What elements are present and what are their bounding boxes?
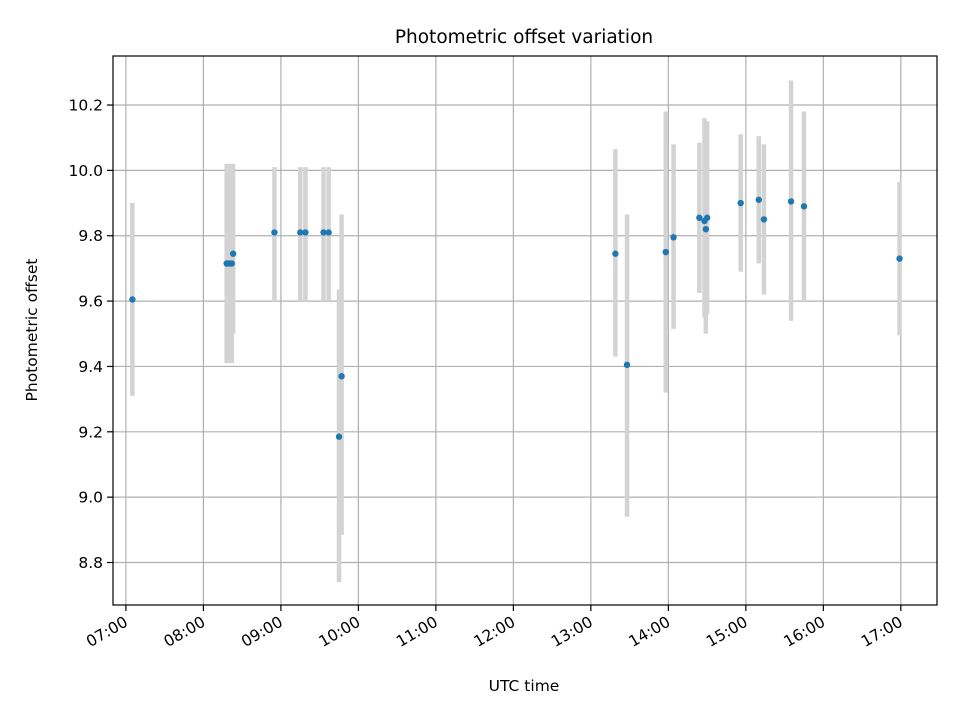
data-point: [325, 229, 332, 236]
data-points: [129, 196, 903, 440]
data-point: [703, 214, 711, 221]
data-point: [271, 229, 278, 236]
data-point: [787, 198, 795, 205]
y-tick-label: 9.2: [78, 423, 103, 441]
data-point: [229, 250, 237, 257]
y-tick-label: 10.2: [68, 97, 103, 115]
data-point: [129, 296, 136, 303]
data-point: [896, 255, 903, 262]
x-axis-label: UTC time: [489, 677, 560, 695]
y-tick-label: 9.8: [78, 227, 103, 245]
plot-frame: [112, 55, 938, 606]
y-tick-label: 10.0: [68, 162, 103, 180]
y-tick-label: 8.8: [78, 554, 103, 572]
data-point: [755, 196, 762, 203]
data-point: [623, 361, 631, 369]
data-point: [335, 433, 343, 440]
data-point: [338, 373, 345, 380]
y-tick-label: 9.0: [78, 489, 103, 507]
plot-area: [113, 56, 937, 605]
data-point: [228, 260, 236, 267]
data-point: [662, 248, 669, 256]
data-point: [302, 229, 309, 236]
data-point: [670, 234, 677, 241]
data-point: [737, 199, 744, 207]
y-axis-ticks: 8.8 9.0 9.2 9.4 9.6 9.8 10.0 10.2: [68, 97, 113, 572]
data-point: [760, 216, 768, 223]
y-tick-label: 9.4: [78, 358, 103, 376]
y-tick-label: 9.6: [78, 293, 103, 311]
y-axis-label: Photometric offset: [23, 259, 41, 402]
chart-title: Photometric offset variation: [395, 27, 653, 48]
data-point: [702, 225, 710, 233]
data-point: [800, 203, 808, 210]
data-point: [320, 229, 327, 236]
data-point: [696, 214, 703, 221]
data-point: [297, 229, 304, 236]
data-point: [612, 250, 619, 257]
